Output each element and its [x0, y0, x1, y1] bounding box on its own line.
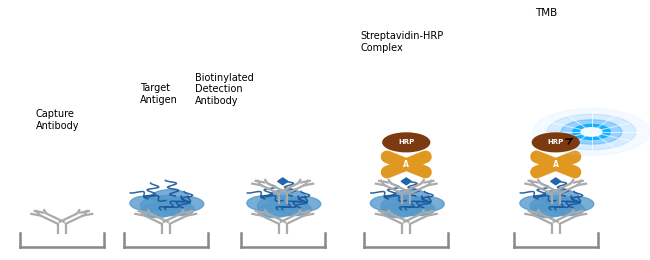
Circle shape — [140, 196, 191, 216]
Text: Capture
Antibody: Capture Antibody — [36, 109, 79, 131]
Polygon shape — [278, 178, 288, 185]
Circle shape — [381, 204, 415, 218]
Circle shape — [533, 108, 650, 155]
Circle shape — [383, 133, 430, 152]
Circle shape — [151, 190, 189, 205]
Circle shape — [532, 133, 579, 152]
Polygon shape — [401, 178, 411, 185]
Circle shape — [247, 196, 285, 211]
Text: A: A — [552, 160, 559, 170]
Circle shape — [381, 196, 432, 216]
Circle shape — [403, 203, 435, 216]
Circle shape — [280, 203, 311, 216]
Circle shape — [561, 120, 622, 144]
Circle shape — [140, 204, 174, 218]
Circle shape — [370, 196, 408, 211]
Circle shape — [257, 204, 291, 218]
Circle shape — [257, 196, 308, 216]
Circle shape — [530, 204, 564, 218]
Circle shape — [130, 196, 168, 211]
Text: Biotinylated
Detection
Antibody: Biotinylated Detection Antibody — [195, 73, 254, 106]
Text: HRP: HRP — [547, 139, 564, 145]
Circle shape — [581, 128, 602, 136]
Text: Target
Antigen: Target Antigen — [140, 83, 177, 105]
Polygon shape — [551, 178, 561, 185]
Circle shape — [268, 190, 306, 205]
Text: HRP: HRP — [398, 139, 415, 145]
Text: TMB: TMB — [535, 8, 557, 18]
Text: A: A — [403, 160, 410, 170]
Circle shape — [162, 203, 194, 216]
Text: Streptavidin-HRP
Complex: Streptavidin-HRP Complex — [361, 31, 444, 53]
Circle shape — [520, 196, 558, 211]
Circle shape — [547, 114, 636, 150]
Circle shape — [541, 190, 579, 205]
Circle shape — [556, 197, 594, 212]
Circle shape — [166, 197, 203, 212]
Circle shape — [552, 203, 584, 216]
Circle shape — [283, 197, 320, 212]
Circle shape — [391, 190, 430, 205]
Circle shape — [406, 197, 445, 212]
Circle shape — [573, 125, 610, 139]
Circle shape — [530, 196, 581, 216]
